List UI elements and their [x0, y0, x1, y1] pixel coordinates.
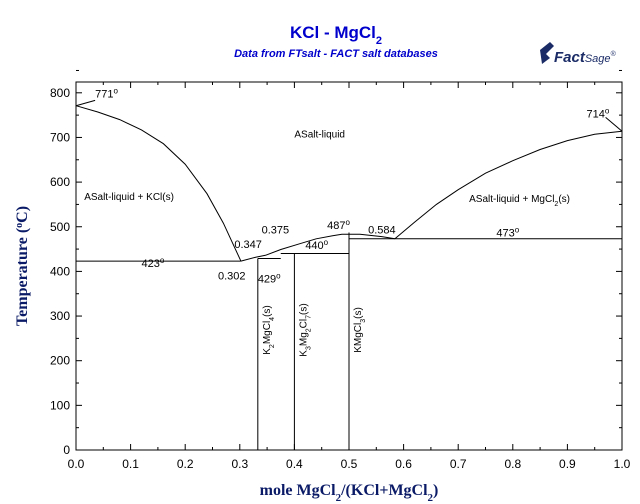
y-tick-label: 500	[50, 220, 70, 234]
point-annotation: 0.584	[368, 224, 396, 236]
y-tick-label: 700	[50, 130, 70, 144]
chart-subtitle: Data from FTsalt - FACT salt databases	[234, 48, 438, 60]
phase-region-labels: ASalt-liquid ASalt-liquid + KCl(s) ASalt-l…	[84, 129, 570, 207]
liquidus-curve	[75, 105, 242, 262]
compound-label: K2MgCl4(s)	[262, 305, 276, 355]
x-tick-label: 0.6	[395, 457, 412, 471]
point-annotation: 423o	[142, 255, 165, 270]
svg-text:FactSage®: FactSage®	[554, 49, 617, 66]
point-annotation: 429o	[258, 271, 281, 286]
x-axis-tick-labels: 0.0 0.1 0.2 0.3 0.4 0.5 0.6 0.7 0.8 0.9 1.0	[68, 457, 631, 471]
x-tick-label: 0.7	[450, 457, 467, 471]
compound-label: K3Mg2Cl7(s)	[298, 303, 312, 356]
x-tick-label: 0.8	[504, 457, 521, 471]
point-annotation: 0.302	[218, 270, 246, 282]
phase-label: ASalt-liquid	[294, 129, 345, 140]
y-tick-label: 200	[50, 354, 70, 368]
annotation-leader	[75, 99, 96, 107]
x-tick-label: 1.0	[614, 457, 631, 471]
y-tick-label: 800	[50, 86, 70, 100]
point-annotation: 440o	[305, 238, 328, 253]
x-tick-label: 0.9	[559, 457, 576, 471]
x-tick-label: 0.2	[177, 457, 194, 471]
x-tick-label: 0.1	[122, 457, 139, 471]
phase-boundaries	[75, 105, 623, 262]
y-tick-label: 0	[63, 443, 70, 457]
y-tick-label: 600	[50, 175, 70, 189]
annotation-leader	[605, 116, 623, 132]
y-tick-label: 400	[50, 264, 70, 278]
point-annotations: 771o714o423o429o440o487o473o0.3020.3470.…	[75, 86, 623, 286]
point-annotation: 771o	[95, 86, 118, 101]
chart-title: KCl - MgCl2	[290, 23, 382, 47]
x-tick-label: 0.3	[231, 457, 248, 471]
phase-label: ASalt-liquid + MgCl2(s)	[469, 194, 570, 208]
factsage-logo: FactSage®	[540, 42, 617, 66]
axis-ticks	[75, 69, 623, 451]
x-tick-label: 0.4	[286, 457, 303, 471]
liquidus-curve	[394, 130, 623, 240]
point-annotation: 0.347	[234, 239, 262, 251]
y-axis-label: Temperature (oC)	[14, 206, 32, 326]
phase-label: ASalt-liquid + KCl(s)	[84, 192, 174, 203]
y-tick-label: 100	[50, 398, 70, 412]
x-tick-label: 0.5	[341, 457, 358, 471]
liquidus-curve	[265, 233, 395, 256]
factsage-logo-mark	[540, 42, 554, 64]
point-annotation: 0.375	[262, 224, 290, 236]
point-annotation: 714o	[587, 106, 610, 121]
point-annotation: 487o	[327, 217, 350, 232]
compound-label: KMgCl3(s)	[353, 307, 367, 353]
liquidus-curve	[240, 254, 266, 262]
y-axis-tick-labels: 0 100 200 300 400 500 600 700 800	[50, 86, 70, 457]
invariant-lines	[76, 238, 622, 262]
y-tick-label: 300	[50, 309, 70, 323]
point-annotation: 473o	[496, 225, 519, 240]
x-axis-label: mole MgCl2/(KCl+MgCl2)	[260, 482, 439, 504]
x-tick-label: 0.0	[68, 457, 85, 471]
compound-lines: K2MgCl4(s) K3Mg2Cl7(s) KMgCl3(s)	[257, 232, 367, 450]
